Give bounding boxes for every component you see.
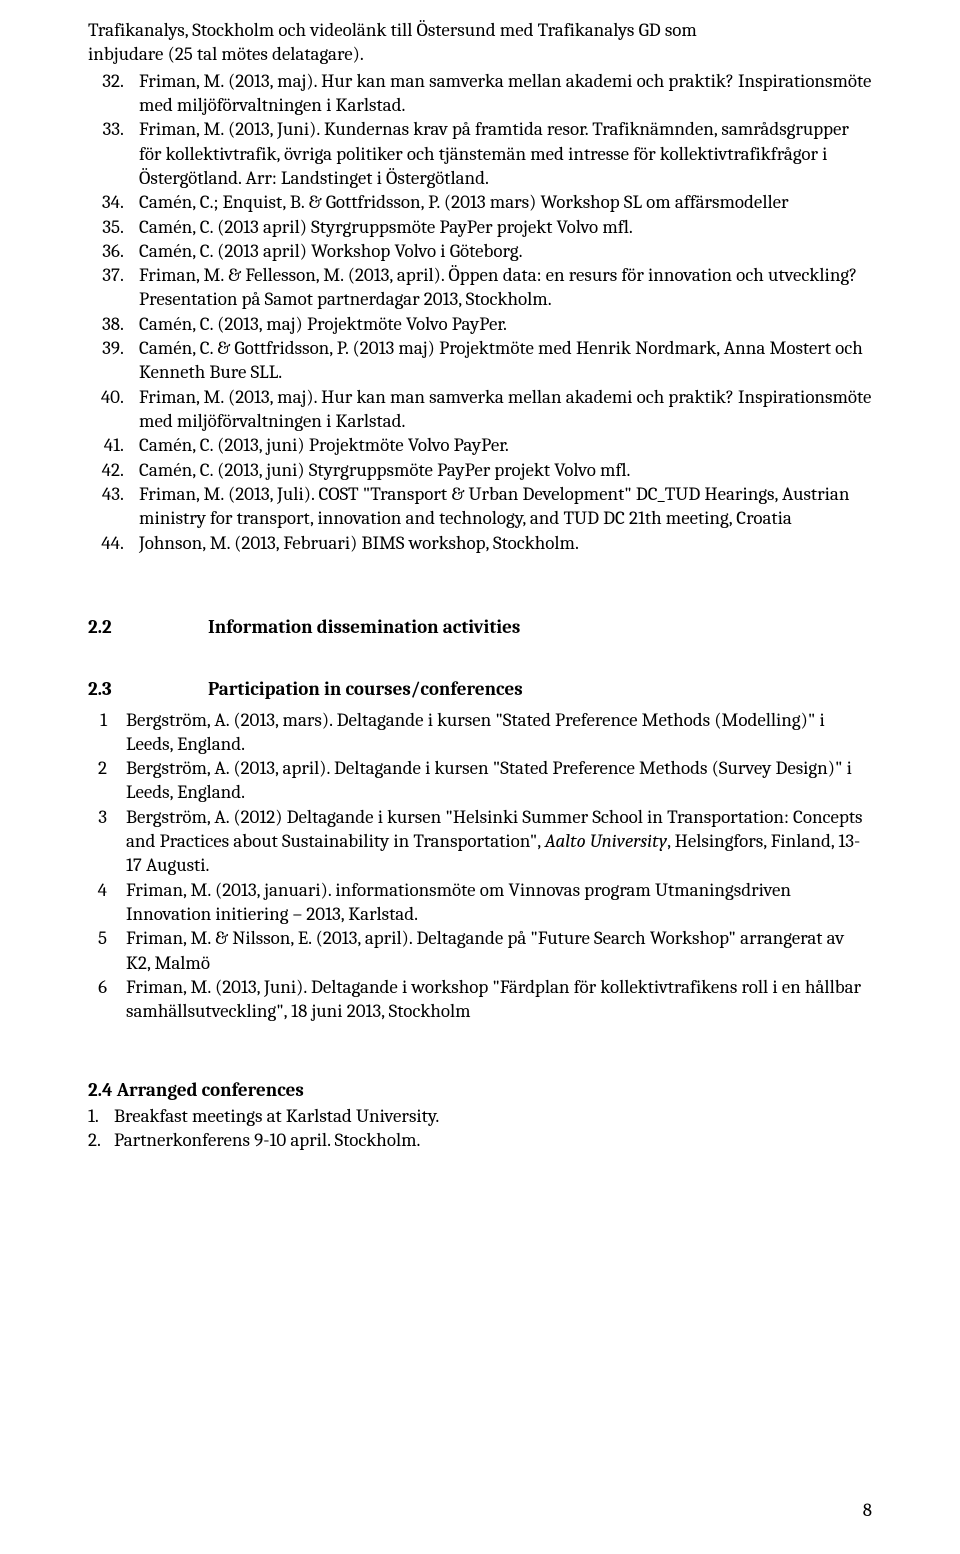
reference-item: 39 . Camén, C. & Gottfridsson, P. (2013 … bbox=[88, 336, 872, 385]
reference-text: Friman, M. (2013, maj). Hur kan man samv… bbox=[139, 385, 872, 434]
list-item: 1. Breakfast meetings at Karlstad Univer… bbox=[88, 1104, 872, 1128]
reference-period: . bbox=[120, 433, 139, 457]
section-title: Participation in courses/conferences bbox=[208, 677, 872, 701]
reference-item: 38 . Camén, C. (2013, maj) Projektmöte V… bbox=[88, 312, 872, 336]
reference-text: Friman, M. (2013, Juni). Kundernas krav … bbox=[139, 117, 872, 190]
reference-item: 35 . Camén, C. (2013 april) Styrgruppsmö… bbox=[88, 215, 872, 239]
item-number: 1 bbox=[88, 708, 107, 732]
item-text: Bergström, A. (2012) Deltagande i kursen… bbox=[126, 805, 872, 878]
item-text: Bergström, A. (2013, april). Deltagande … bbox=[126, 756, 872, 805]
reference-number: 35 bbox=[88, 215, 120, 239]
section-heading-2-4: 2.4 Arranged conferences bbox=[88, 1078, 872, 1102]
reference-item: 32 . Friman, M. (2013, maj). Hur kan man… bbox=[88, 69, 872, 118]
item-text: Friman, M. & Nilsson, E. (2013, april). … bbox=[126, 926, 872, 975]
list-item: 6 Friman, M. (2013, Juni). Deltagande i … bbox=[88, 975, 872, 1024]
reference-item: 36 . Camén, C. (2013 april) Workshop Vol… bbox=[88, 239, 872, 263]
continuation-line: Trafikanalys, Stockholm och videolänk ti… bbox=[88, 18, 872, 42]
section-title: Information dissemination activities bbox=[208, 615, 872, 639]
item-text: Friman, M. (2013, januari). informations… bbox=[126, 878, 872, 927]
reference-item: 34 . Camén, C.; Enquist, B. & Gottfridss… bbox=[88, 190, 872, 214]
reference-item: 37 . Friman, M. & Fellesson, M. (2013, a… bbox=[88, 263, 872, 312]
reference-number: 32 bbox=[88, 69, 120, 93]
arranged-conferences-list: 1. Breakfast meetings at Karlstad Univer… bbox=[88, 1104, 872, 1153]
reference-period: . bbox=[120, 215, 139, 239]
item-number: 6 bbox=[88, 975, 107, 999]
list-item: 2. Partnerkonferens 9-10 april. Stockhol… bbox=[88, 1128, 872, 1152]
reference-number: 33 bbox=[88, 117, 120, 141]
list-item: 5 Friman, M. & Nilsson, E. (2013, april)… bbox=[88, 926, 872, 975]
item-number: 4 bbox=[88, 878, 107, 902]
reference-item: 42 . Camén, C. (2013, juni) Styrgruppsmö… bbox=[88, 458, 872, 482]
reference-number: 34 bbox=[88, 190, 120, 214]
reference-period: . bbox=[120, 482, 139, 506]
item-text: Partnerkonferens 9-10 april. Stockholm. bbox=[114, 1128, 872, 1152]
reference-number: 38 bbox=[88, 312, 120, 336]
reference-text: Camén, C. (2013 april) Workshop Volvo i … bbox=[139, 239, 872, 263]
reference-item: 44 . Johnson, M. (2013, Februari) BIMS w… bbox=[88, 531, 872, 555]
item-number: 3 bbox=[88, 805, 107, 829]
reference-period: . bbox=[120, 531, 139, 555]
section-number: 2.3 bbox=[88, 677, 208, 701]
italic-text: Aalto University bbox=[545, 830, 667, 852]
reference-text: Johnson, M. (2013, Februari) BIMS worksh… bbox=[139, 531, 872, 555]
reference-item: 41 . Camén, C. (2013, juni) Projektmöte … bbox=[88, 433, 872, 457]
reference-item: 43 . Friman, M. (2013, Juli). COST "Tran… bbox=[88, 482, 872, 531]
list-item: 4 Friman, M. (2013, januari). informatio… bbox=[88, 878, 872, 927]
reference-text: Camén, C. (2013, maj) Projektmöte Volvo … bbox=[139, 312, 872, 336]
page-number: 8 bbox=[863, 1498, 872, 1522]
continuation-block: Trafikanalys, Stockholm och videolänk ti… bbox=[88, 18, 872, 67]
reference-text: Camén, C. (2013, juni) Styrgruppsmöte Pa… bbox=[139, 458, 872, 482]
reference-number: 41 bbox=[88, 433, 120, 457]
reference-text: Camén, C. (2013 april) Styrgruppsmöte Pa… bbox=[139, 215, 872, 239]
reference-period: . bbox=[120, 117, 139, 141]
reference-number: 44 bbox=[88, 531, 120, 555]
item-number: 2. bbox=[88, 1128, 114, 1152]
reference-period: . bbox=[120, 69, 139, 93]
reference-period: . bbox=[120, 385, 139, 409]
reference-text: Camén, C. & Gottfridsson, P. (2013 maj) … bbox=[139, 336, 872, 385]
reference-number: 37 bbox=[88, 263, 120, 287]
reference-number: 40 bbox=[88, 385, 120, 409]
list-item: 1 Bergström, A. (2013, mars). Deltagande… bbox=[88, 708, 872, 757]
reference-text: Friman, M. & Fellesson, M. (2013, april)… bbox=[139, 263, 872, 312]
item-text: Bergström, A. (2013, mars). Deltagande i… bbox=[126, 708, 872, 757]
reference-text: Camén, C.; Enquist, B. & Gottfridsson, P… bbox=[139, 190, 872, 214]
document-page: Trafikanalys, Stockholm och videolänk ti… bbox=[0, 0, 960, 1554]
reference-period: . bbox=[120, 458, 139, 482]
section-number: 2.2 bbox=[88, 615, 208, 639]
item-number: 1. bbox=[88, 1104, 114, 1128]
reference-number: 43 bbox=[88, 482, 120, 506]
reference-text: Friman, M. (2013, Juli). COST "Transport… bbox=[139, 482, 872, 531]
reference-item: 33 . Friman, M. (2013, Juni). Kundernas … bbox=[88, 117, 872, 190]
section-heading-2-3: 2.3 Participation in courses/conferences bbox=[88, 677, 872, 701]
reference-period: . bbox=[120, 239, 139, 263]
item-number: 2 bbox=[88, 756, 107, 780]
reference-period: . bbox=[120, 190, 139, 214]
reference-period: . bbox=[120, 312, 139, 336]
reference-period: . bbox=[120, 263, 139, 287]
participation-list: 1 Bergström, A. (2013, mars). Deltagande… bbox=[88, 708, 872, 1024]
reference-number: 42 bbox=[88, 458, 120, 482]
reference-text: Friman, M. (2013, maj). Hur kan man samv… bbox=[139, 69, 872, 118]
reference-list: 32 . Friman, M. (2013, maj). Hur kan man… bbox=[88, 69, 872, 555]
list-item: 2 Bergström, A. (2013, april). Deltagand… bbox=[88, 756, 872, 805]
reference-number: 36 bbox=[88, 239, 120, 263]
section-heading-2-2: 2.2 Information dissemination activities bbox=[88, 615, 872, 639]
continuation-line: inbjudare (25 tal mötes delatagare). bbox=[88, 42, 872, 66]
item-number: 5 bbox=[88, 926, 107, 950]
reference-item: 40 . Friman, M. (2013, maj). Hur kan man… bbox=[88, 385, 872, 434]
item-text: Friman, M. (2013, Juni). Deltagande i wo… bbox=[126, 975, 872, 1024]
reference-number: 39 bbox=[88, 336, 120, 360]
item-text: Breakfast meetings at Karlstad Universit… bbox=[114, 1104, 872, 1128]
list-item: 3 Bergström, A. (2012) Deltagande i kurs… bbox=[88, 805, 872, 878]
reference-period: . bbox=[120, 336, 139, 360]
reference-text: Camén, C. (2013, juni) Projektmöte Volvo… bbox=[139, 433, 872, 457]
